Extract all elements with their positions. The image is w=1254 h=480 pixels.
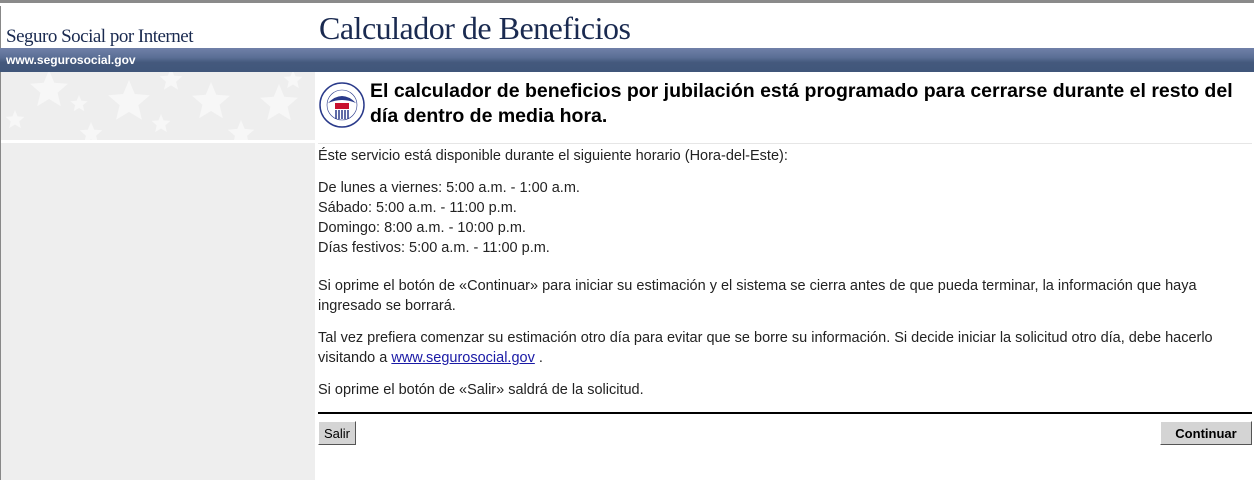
divider [318,412,1252,414]
page-title: Calculador de Beneficios [319,10,631,46]
site-url: www.segurosocial.gov [6,53,136,67]
star-shape [192,82,230,119]
star-shape [260,84,298,121]
star-shape [79,122,103,140]
alert-message: El calculador de beneficios por jubilaci… [370,80,1233,127]
later-text: Tal vez prefiera comenzar su estimación … [318,328,1252,368]
hours-weekday: De lunes a viernes: 5:00 a.m. - 1:00 a.m… [318,180,580,196]
star-shape [108,80,150,120]
closing-alert: El calculador de beneficios por jubilaci… [318,72,1252,144]
hours-sunday: Domingo: 8:00 a.m. - 10:00 p.m. [318,220,526,236]
later-text-body: Tal vez prefiera comenzar su estimación … [318,330,1213,366]
stars-decoration [1,72,316,143]
main-content: El calculador de beneficios por jubilaci… [318,72,1252,445]
segurosocial-link[interactable]: www.segurosocial.gov [391,350,535,366]
site-name: Seguro Social por Internet [6,26,193,47]
star-shape [70,95,88,112]
star-shape [151,114,171,133]
hours-saturday: Sábado: 5:00 a.m. - 11:00 p.m. [318,200,517,216]
star-shape [30,72,68,107]
stars-icon [5,72,303,140]
star-shape [227,120,255,140]
continue-button[interactable]: Continuar [1160,421,1252,445]
later-text-end: . [534,350,543,366]
exit-text: Si oprime el botón de «Salir» saldrá de … [318,382,644,398]
intro-text: Éste servicio está disponible durante el… [318,148,788,164]
hours-list: De lunes a viernes: 5:00 a.m. - 1:00 a.m… [318,178,1252,258]
url-bar: www.segurosocial.gov [0,48,1254,72]
hours-holidays: Días festivos: 5:00 a.m. - 11:00 p.m. [318,240,550,256]
sidebar [0,72,316,480]
star-shape [5,110,25,129]
star-shape [283,72,303,89]
ssa-seal-icon [319,82,365,128]
exit-button[interactable]: Salir [318,421,357,445]
continue-warning: Si oprime el botón de «Continuar» para i… [318,278,1197,314]
header: Seguro Social por Internet Calculador de… [0,6,1254,48]
button-row: Salir Continuar [318,414,1252,445]
star-shape [159,72,183,90]
